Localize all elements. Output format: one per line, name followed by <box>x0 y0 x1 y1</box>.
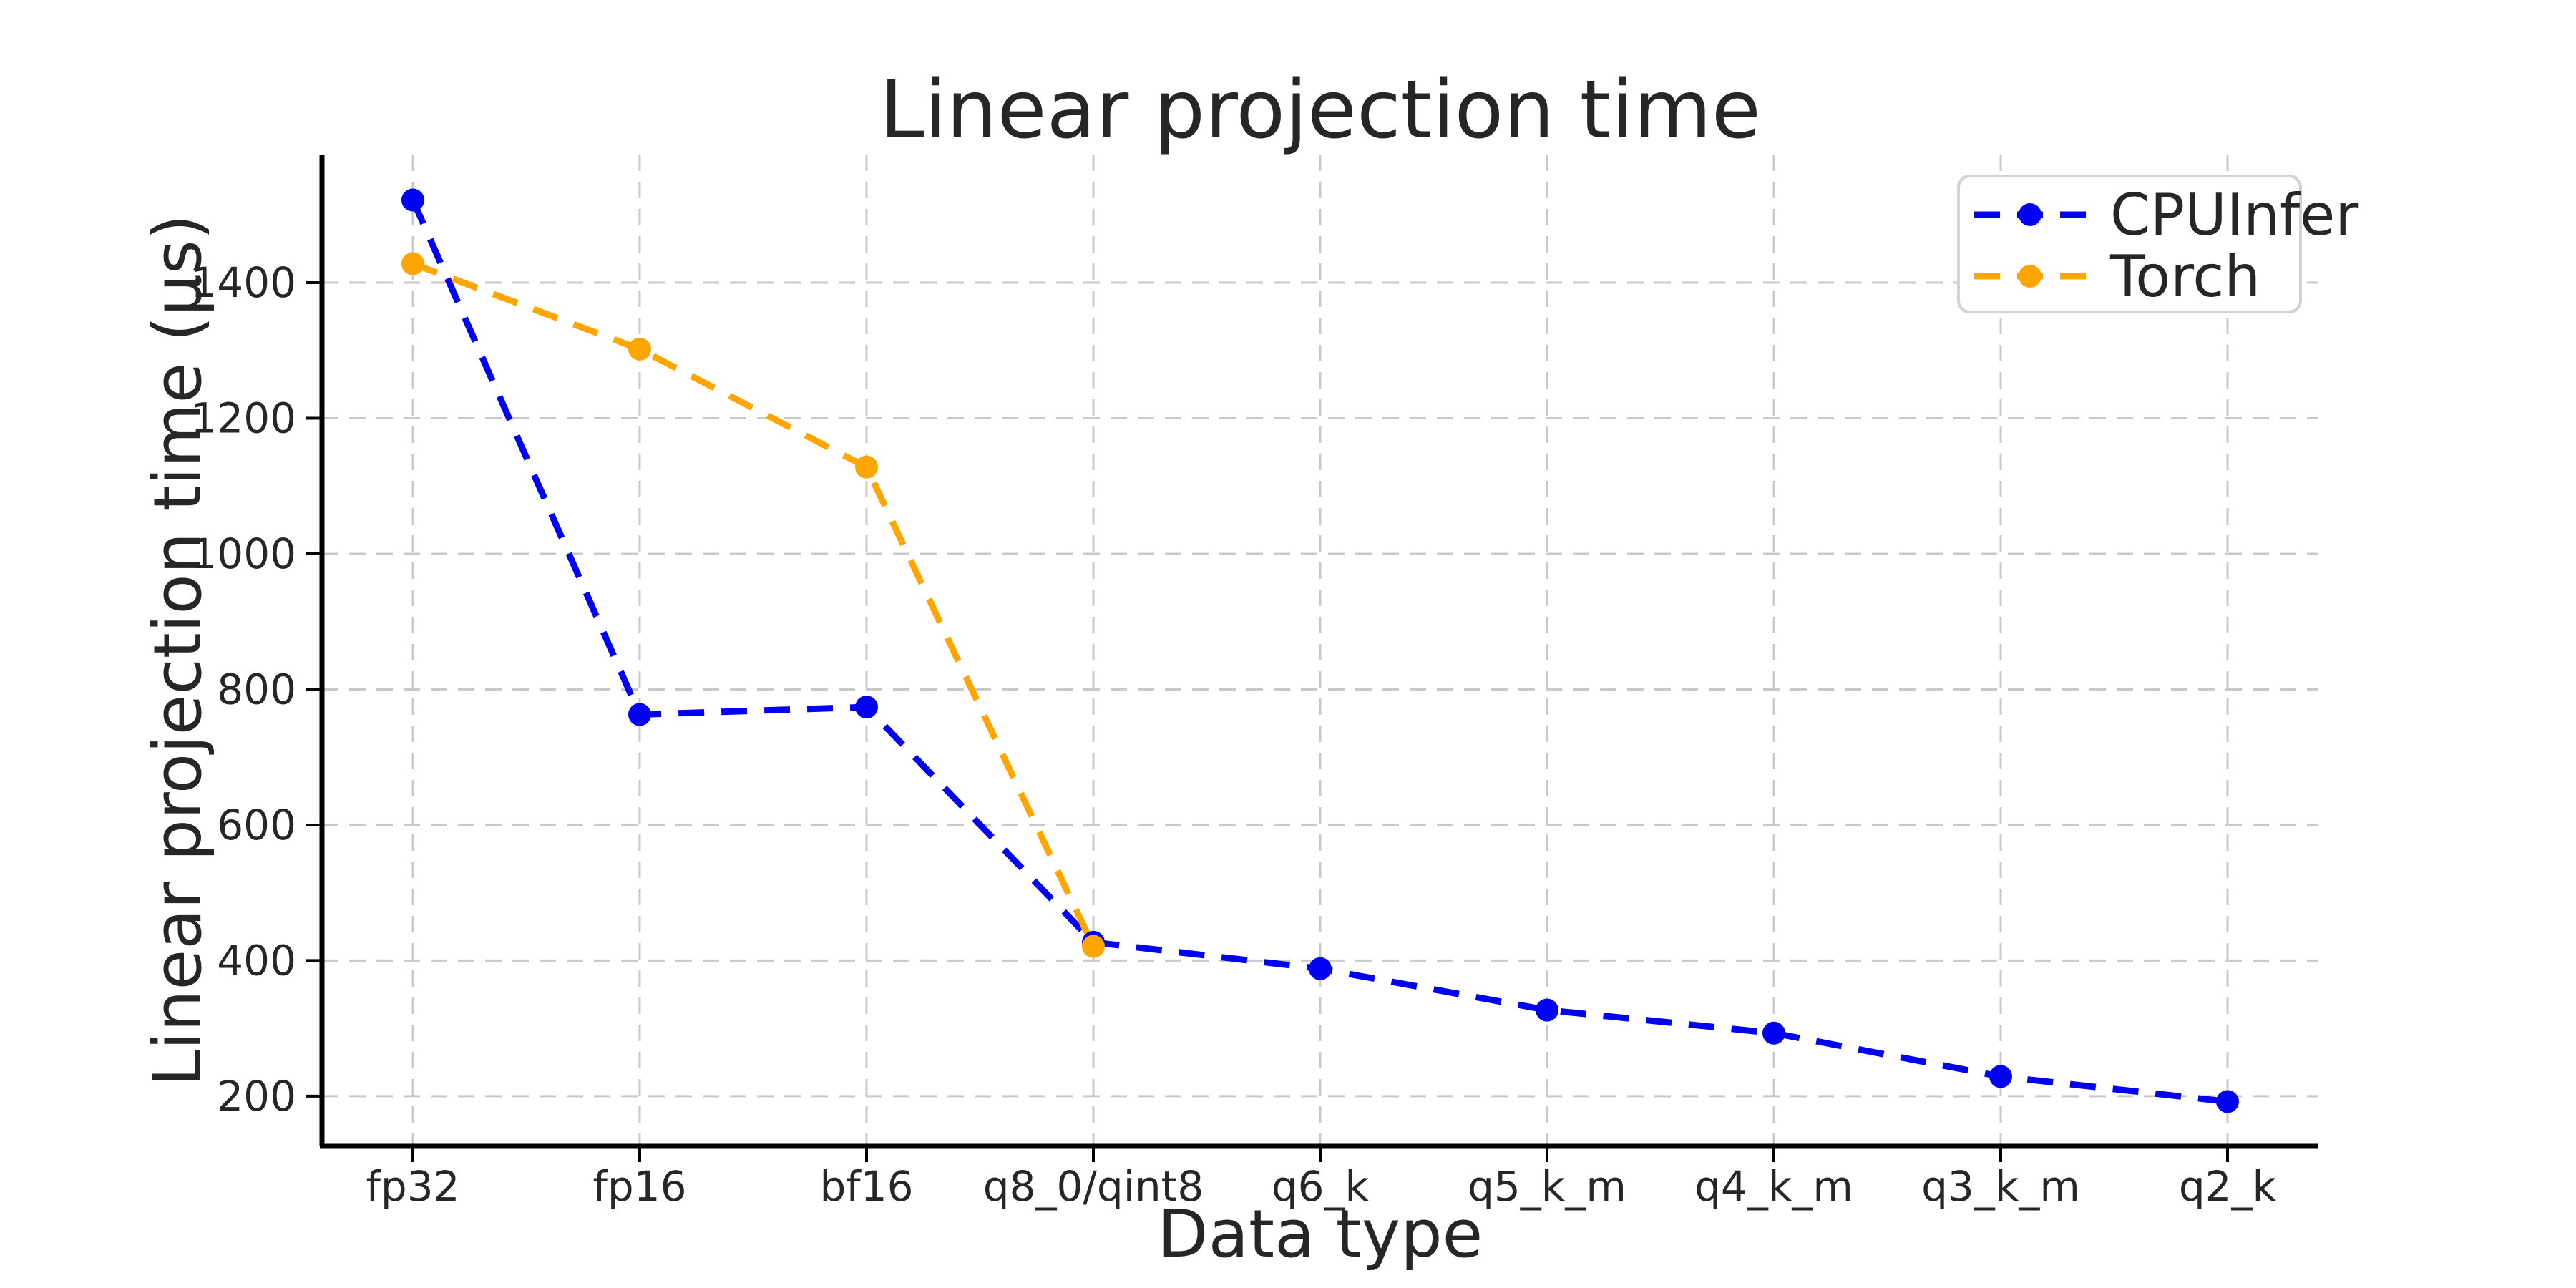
legend-item-label-cpuinfer: CPUInfer <box>2110 182 2358 248</box>
series <box>401 188 2239 1113</box>
y-tick-label-1400: 1400 <box>190 258 296 307</box>
y-tick-label-600: 600 <box>217 801 296 849</box>
x-tick-label-fp16: fp16 <box>592 1162 686 1211</box>
y-axis-label: Linear projection time (μs) <box>140 214 216 1086</box>
series-line-torch <box>411 260 1097 948</box>
axes: 200 400 600 800 1000 1200 1400 fp32 fp16 bf16 q8_0… <box>190 155 2318 1211</box>
chart-title: Linear projection time <box>879 64 1761 157</box>
legend-item-label-torch: Torch <box>2109 243 2260 310</box>
x-tick-label-q2_k: q2_k <box>2179 1162 2277 1211</box>
data-point-torch-q8_0/qint8 <box>1082 935 1105 958</box>
data-point-torch-fp16 <box>628 337 651 361</box>
x-tick-label-q6_k: q6_k <box>1272 1162 1370 1211</box>
y-tick-label-200: 200 <box>217 1072 296 1121</box>
x-tick-label-q4_k_m: q4_k_m <box>1694 1162 1853 1211</box>
y-tick-label-1200: 1200 <box>190 394 296 443</box>
data-point-cpuinfer-q6_k <box>1309 957 1332 980</box>
x-axis-label: Data type <box>1158 1196 1483 1272</box>
x-tick-label-q5_k_m: q5_k_m <box>1468 1162 1626 1211</box>
data-point-torch-fp32 <box>401 252 424 275</box>
data-point-cpuinfer-q3_k_m <box>1989 1065 2012 1088</box>
legend-marker-torch-icon <box>2019 265 2041 288</box>
y-tick-label-1000: 1000 <box>190 530 296 578</box>
data-point-torch-bf16 <box>855 455 878 479</box>
y-tick-label-800: 800 <box>217 665 296 713</box>
legend-marker-cpuinfer-icon <box>2019 203 2041 226</box>
x-tick-label-bf16: bf16 <box>819 1162 913 1211</box>
x-tick-label-q8_0/qint8: q8_0/qint8 <box>983 1162 1204 1211</box>
y-tick-label-400: 400 <box>217 936 296 985</box>
data-point-cpuinfer-q5_k_m <box>1536 998 1558 1022</box>
data-point-cpuinfer-fp32 <box>401 188 424 212</box>
data-point-cpuinfer-fp16 <box>628 703 651 726</box>
x-tick-label-fp32: fp32 <box>366 1162 459 1211</box>
data-point-cpuinfer-q4_k_m <box>1762 1021 1785 1045</box>
legend-box <box>1957 175 2302 313</box>
data-point-cpuinfer-q2_k <box>2216 1090 2239 1113</box>
data-point-cpuinfer-bf16 <box>855 696 878 719</box>
x-tick-label-q3_k_m: q3_k_m <box>1921 1162 2080 1211</box>
